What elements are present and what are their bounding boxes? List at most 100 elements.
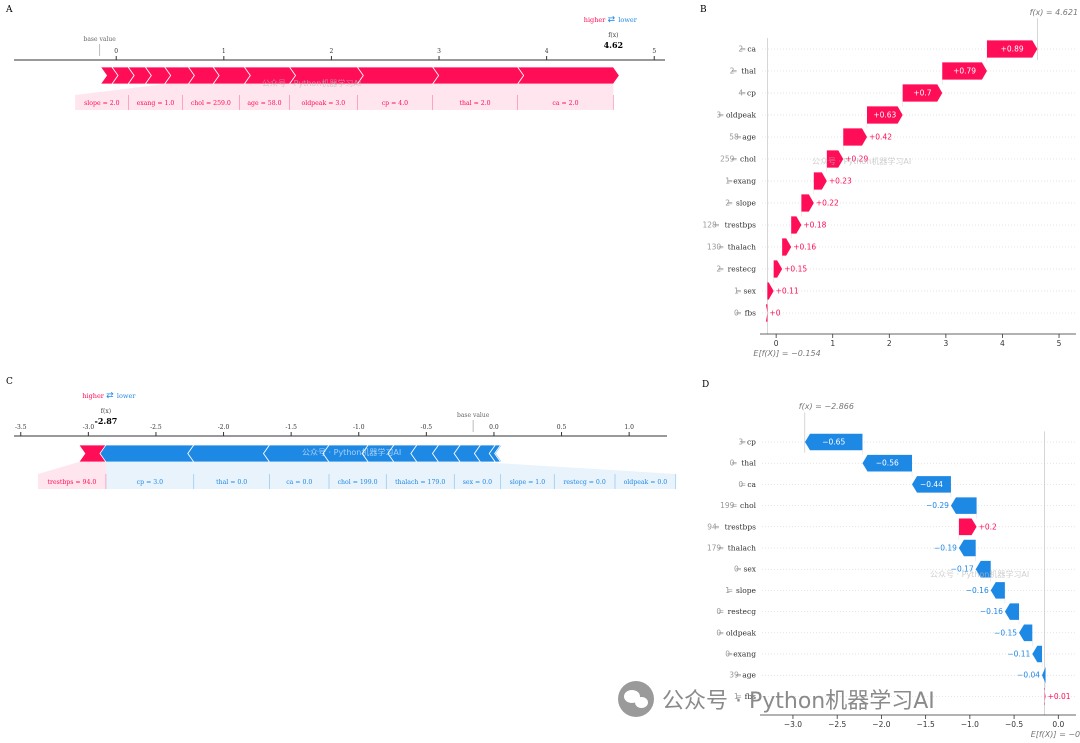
waterfall-bar-negative [862, 454, 913, 472]
x-tick-label: 1.0 [624, 424, 634, 431]
force-bar-positive [516, 66, 620, 85]
waterfall-bar-negative [990, 582, 1005, 599]
waterfall-bar-positive [765, 304, 768, 322]
x-tick-label: 5 [652, 48, 656, 55]
feature-value-label: 1 [725, 177, 730, 186]
fx-annotation: f(x) = −2.866 [799, 402, 854, 411]
waterfall-value-label: −0.17 [951, 565, 974, 574]
x-tick-label: 3 [943, 339, 948, 348]
x-tick-label: 4 [545, 48, 549, 55]
x-tick-label: 0.5 [557, 424, 567, 431]
feature-value-label: 0 [734, 565, 739, 574]
feature-label: sex [743, 565, 756, 574]
feature-equals: = [718, 607, 724, 616]
force-label: thal = 0.0 [216, 479, 247, 486]
panel-label-d: D [702, 380, 709, 390]
feature-label: chol [740, 155, 757, 164]
force-label: slope = 1.0 [510, 479, 546, 486]
waterfall-value-label: +0.7 [913, 89, 931, 98]
waterfall-bar-positive [813, 172, 827, 190]
waterfall-value-label: −0.19 [934, 544, 957, 553]
force-label-band [75, 84, 189, 110]
feature-value-label: 259 [720, 155, 735, 164]
waterfall-bar-negative [1019, 624, 1033, 642]
x-tick-label: -3.5 [15, 424, 27, 431]
x-tick-label: 0.0 [1052, 720, 1064, 729]
force-label: thalach = 179.0 [395, 479, 445, 486]
force-label: thal = 2.0 [460, 100, 491, 107]
x-tick-label: -2.5 [150, 424, 162, 431]
waterfall-bar-negative [1042, 666, 1046, 684]
x-tick-label: -1.5 [285, 424, 297, 431]
fx-annotation: f(x) = 4.621 [1030, 8, 1078, 17]
x-tick-label: −3.0 [784, 720, 802, 729]
force-label: chol = 259.0 [191, 100, 231, 107]
fx-label: f(x) [101, 408, 111, 415]
force-label-band [105, 462, 194, 489]
force-bar-positive [431, 66, 525, 85]
feature-label: sex [743, 287, 756, 296]
force-label: slope = 2.0 [84, 100, 120, 107]
x-tick-label: 0 [114, 48, 118, 55]
feature-value-label: 58 [729, 133, 739, 142]
feature-label: fbs [745, 692, 757, 701]
feature-label: cp [747, 89, 756, 98]
force-plot-a: 0 1 2 3 4 5 base value f(x)4.62 higher ⇄ lower slop… [14, 15, 665, 110]
panel-label-a: A [5, 5, 13, 15]
legend-arrows-icon: ⇄ [106, 391, 114, 401]
feature-equals: = [718, 265, 724, 274]
waterfall-value-label: +0.63 [873, 111, 896, 120]
waterfall-bar-positive [843, 128, 868, 146]
feature-value-label: 0 [730, 459, 735, 468]
force-label-band [393, 462, 501, 489]
waterfall-bar-positive [801, 194, 814, 212]
feature-equals: = [740, 45, 746, 54]
watermark-small-a: 公众号 · Python机器学习AI [262, 78, 361, 88]
legend-higher: higher [584, 16, 606, 24]
force-label: trestbps = 94.0 [48, 479, 97, 486]
waterfall-bar-negative [975, 560, 991, 578]
x-tick-label: -1.0 [353, 424, 365, 431]
waterfall-value-label: +0.2 [979, 522, 997, 531]
x-tick-label: −0.5 [1005, 720, 1023, 729]
force-label-band [368, 462, 455, 489]
fx-value: -2.87 [95, 416, 118, 426]
waterfall-bar-positive [826, 150, 844, 168]
waterfall-bar-positive [942, 62, 987, 80]
feature-label: slope [736, 586, 757, 595]
x-tick-label: -2.0 [218, 424, 230, 431]
force-label: cp = 3.0 [137, 479, 163, 486]
waterfall-value-label: −0.65 [822, 438, 845, 447]
x-tick-label: −1.5 [917, 720, 935, 729]
waterfall-value-label: −0.15 [994, 628, 1017, 637]
waterfall-plot-d: −0.65 cp 3 = −0.56 thal 0 = −0.44 ca 0 = −0.29 cho… [707, 402, 1080, 739]
x-tick-label: 1 [222, 48, 226, 55]
force-label-band [193, 462, 270, 489]
force-label: oldpeak = 0.0 [624, 479, 668, 486]
feature-equals: = [727, 199, 733, 208]
waterfall-value-label: −0.44 [920, 480, 943, 489]
feature-value-label: 2 [738, 45, 743, 54]
x-tick-label: -3.0 [83, 424, 95, 431]
waterfall-bar-positive [902, 84, 943, 102]
feature-equals: = [736, 565, 742, 574]
waterfall-value-label: +0.01 [1048, 692, 1071, 701]
feature-label: oldpeak [726, 111, 756, 120]
feature-value-label: 94 [707, 522, 717, 531]
feature-label: ca [747, 45, 756, 54]
waterfall-bar-negative [1004, 603, 1020, 620]
feature-label: restecg [728, 265, 757, 274]
waterfall-value-label: +0.29 [845, 155, 868, 164]
base-value-label: base value [457, 412, 490, 419]
feature-equals: = [718, 243, 724, 252]
force-label-band [416, 462, 555, 489]
feature-label: chol [740, 501, 757, 510]
feature-equals: = [731, 155, 737, 164]
feature-label: ca [747, 480, 756, 489]
feature-equals: = [736, 309, 742, 318]
feature-equals: = [727, 177, 733, 186]
waterfall-bar-negative [804, 433, 863, 451]
force-label-band [269, 462, 330, 489]
feature-equals: = [714, 221, 720, 230]
waterfall-value-label: −0.11 [1007, 650, 1030, 659]
